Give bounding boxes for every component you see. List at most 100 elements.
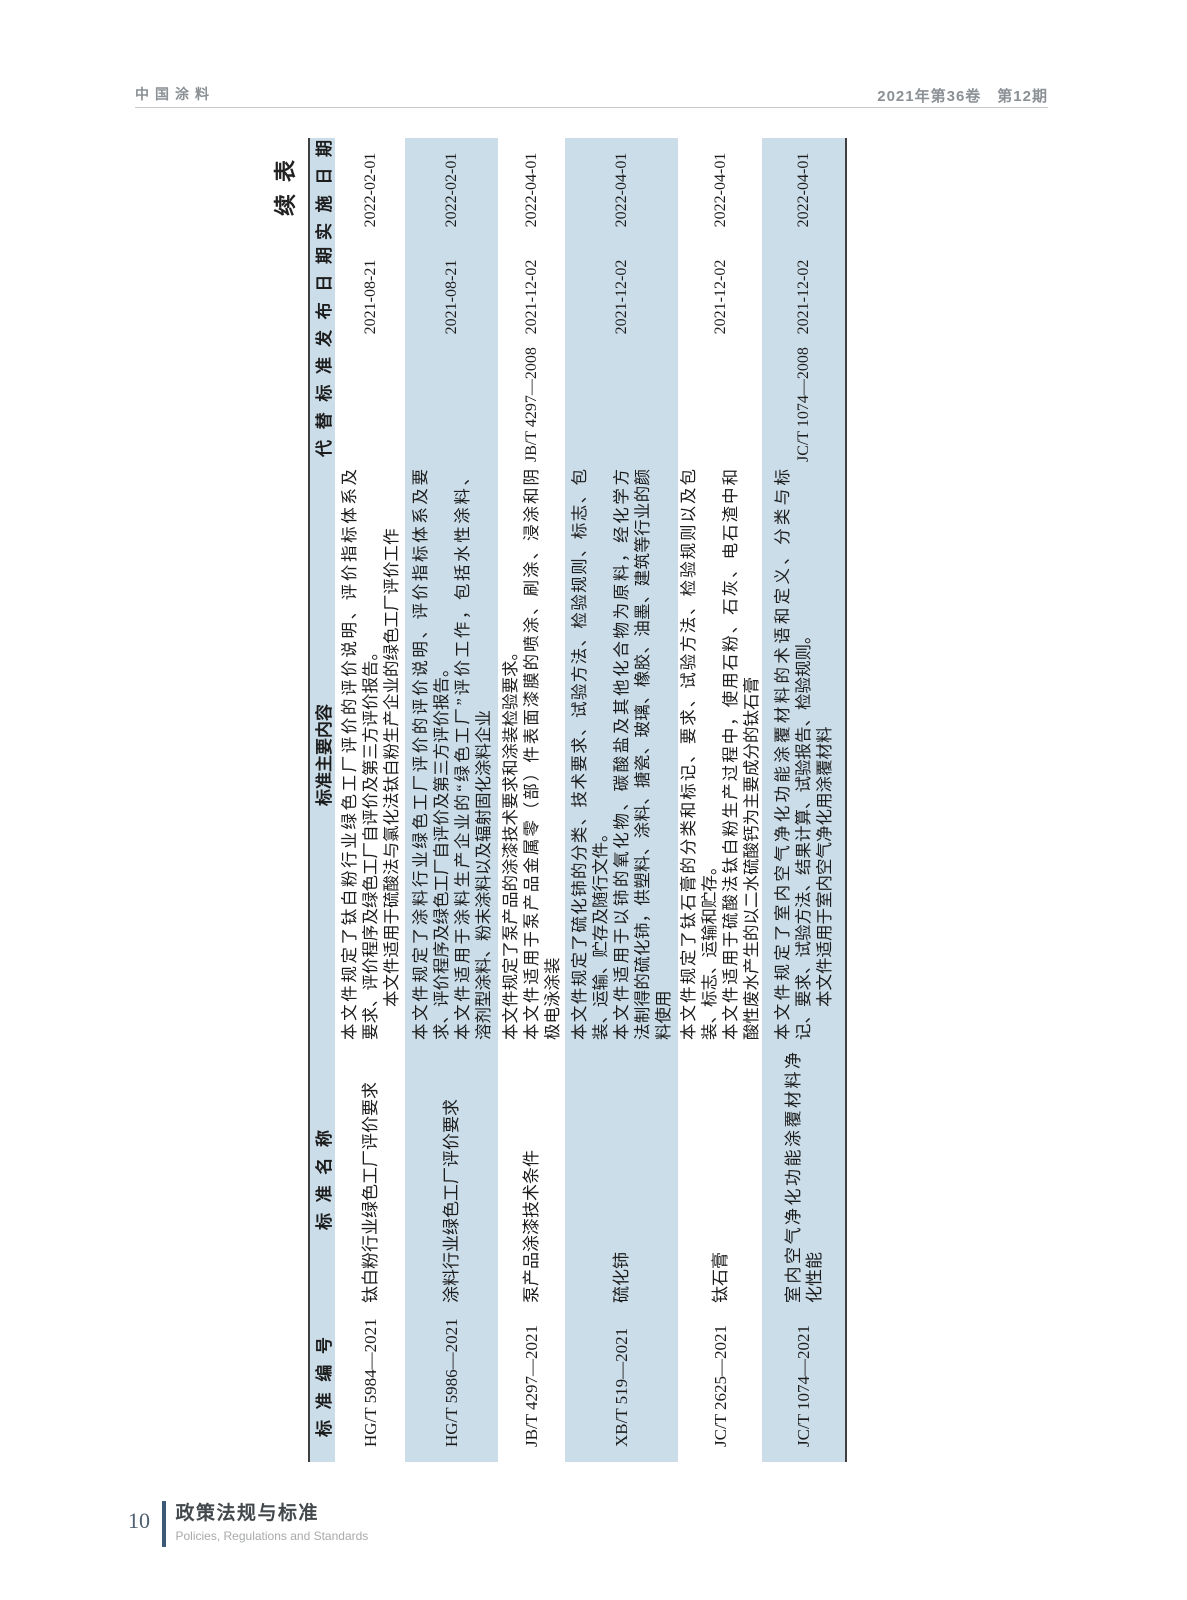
text-line: 2021-08-21 (443, 259, 460, 335)
table-continued-label: 续表 (273, 148, 298, 217)
replaces-cell: JB/T 4297—2008 (498, 347, 565, 462)
name-cell: 室内空气净化功能涂覆材料净 化性能 (762, 1048, 846, 1312)
table-row: HG/T 5984—2021 钛白粉行业绿色工厂评价要求 本文件规定了钛白粉行业绿色… (335, 138, 405, 1462)
issued-cell: 2021-08-21 (335, 242, 405, 352)
text-line: 2022-02-01 (443, 152, 460, 228)
content-cell: 本文件规定了涂料行业绿色工厂评价的评价说明、评价指标体系及要 求、评价程序及绿色工… (405, 462, 498, 1048)
text-line: 极电泳涂装 (543, 957, 562, 1041)
text-line: 2021-08-21 (361, 259, 379, 335)
text-line: 2021-12-02 (523, 259, 540, 335)
column-header: 代替标准 (315, 357, 334, 457)
issue-info: 2021年第36卷 第12期 (877, 88, 1048, 105)
table-row: XB/T 519—2021 硫化铈 本文件规定了硫化铈的分类、技术要求、试验方法、检… (565, 138, 678, 1462)
standards-table: 标准编号 标准名称 标准主要内容 代替标准 发布日期 实施日期 HG/T 5984—202… (308, 138, 847, 1462)
text-line: 装、标志、运输和贮存。 (700, 858, 719, 1041)
name-cell: 硫化铈 (565, 1048, 678, 1312)
text-line: HG/T 5986—2021 (442, 1318, 461, 1447)
text-line: JC/T 2625—2021 (710, 1324, 730, 1447)
text-line: 法制得的硫化铈，供塑料、涂料、搪瓷、玻璃、橡胶、油墨、建筑等行业的颜 (633, 469, 652, 1040)
issued-cell: 2021-12-02 (762, 242, 846, 352)
text-line: 涂料行业绿色工厂评价要求 (442, 1099, 461, 1303)
text-line: 装、运输、贮存及随行文件。 (591, 825, 610, 1041)
section-title-en: Policies, Regulations and Standards (175, 1529, 369, 1543)
column-header: 标准编号 (315, 1337, 334, 1437)
page-number: 10 (128, 1508, 150, 1533)
text-line: 泵产品涂漆技术条件 (522, 1150, 541, 1303)
text-line: 本文件规定了涂料行业绿色工厂评价的评价说明、评价指标体系及要 (410, 469, 430, 1040)
issued-cell: 2021-12-02 (498, 242, 565, 352)
name-cell: 泵产品涂漆技术条件 (498, 1048, 565, 1312)
text-line: 2021-12-02 (711, 259, 729, 335)
text-line: 本文件适用于以铈的氧化物、碳酸盐及其他化合物为原料，经化学方 (612, 469, 631, 1040)
section-title-block: 政策法规与标准 Policies, Regulations and Standa… (176, 1498, 369, 1543)
table-row: JC/T 2625—2021 钛石膏 本文件规定了钛石膏的分类和标记、要求、试验方法… (678, 138, 762, 1462)
text-line: JB/T 4297—2008 (523, 347, 540, 462)
page-footer: 10 政策法规与标准 Policies, Regulations and Sta… (128, 1498, 368, 1547)
number-cell: JC/T 2625—2021 (678, 1312, 762, 1462)
name-cell: 钛石膏 (678, 1048, 762, 1312)
text-line: JC/T 1074—2021 (794, 1324, 813, 1447)
effective-cell: 2022-02-01 (335, 138, 405, 242)
name-cell: 涂料行业绿色工厂评价要求 (405, 1048, 498, 1312)
text-line: 室内空气净化功能涂覆材料净 (783, 1052, 803, 1303)
text-line: HG/T 5984—2021 (360, 1318, 380, 1447)
content-cell: 本文件规定了钛石膏的分类和标记、要求、试验方法、检验规则以及包 装、标志、运输和贮… (678, 462, 762, 1048)
number-cell: JB/T 4297—2021 (498, 1312, 565, 1462)
replaces-cell (405, 352, 498, 462)
text-line: 本文件适用于室内空气净化用涂覆材料 (815, 726, 834, 1040)
text-line: 本文件适用于泵产品金属零（部）件表面漆膜的喷涂、刷涂、浸涂和阴 (522, 469, 541, 1040)
content-cell: 本文件规定了泵产品的涂漆技术要求和涂装检验要求。 本文件适用于泵产品金属零（部）件… (498, 462, 565, 1048)
replaces-cell (335, 352, 405, 462)
text-line: 2022-02-01 (361, 152, 379, 228)
table-body: HG/T 5984—2021 钛白粉行业绿色工厂评价要求 本文件规定了钛白粉行业绿色… (335, 138, 846, 1462)
text-line: 2022-04-01 (613, 152, 630, 228)
column-header: 标准主要内容 (315, 704, 334, 806)
number-cell: HG/T 5986—2021 (405, 1312, 498, 1462)
text-line: 钛白粉行业绿色工厂评价要求 (360, 1082, 380, 1303)
number-cell: XB/T 519—2021 (565, 1312, 678, 1462)
text-line: 求、评价程序及绿色工厂自评价及第三方评价报告。 (431, 660, 451, 1041)
text-line: 本文件规定了硫化铈的分类、技术要求、试验方法、检验规则、标志、包 (570, 469, 589, 1040)
replaces-cell (678, 352, 762, 462)
effective-cell: 2022-04-01 (762, 138, 846, 242)
text-line: JB/T 4297—2021 (522, 1324, 541, 1447)
text-line: 溶剂型涂料、粉末涂料以及辐射固化涂料企业 (473, 710, 493, 1040)
text-line: 2022-04-01 (795, 152, 812, 228)
text-line: 2022-04-01 (711, 152, 729, 228)
header-rule (135, 107, 1048, 108)
table-row: JB/T 4297—2021 泵产品涂漆技术条件 本文件规定了泵产品的涂漆技术要求和… (498, 138, 565, 1462)
text-line: 酸性废水产生的以二水硫酸钙为主要成分的钛石膏 (742, 677, 761, 1040)
text-line: 本文件规定了泵产品的涂漆技术要求和涂装检验要求。 (501, 644, 520, 1040)
column-header: 标准名称 (315, 1130, 334, 1230)
journal-name: 中国涂料 (135, 86, 215, 102)
text-line: 本文件规定了钛白粉行业绿色工厂评价的评价说明、评价指标体系及 (339, 469, 359, 1040)
table-row: HG/T 5986—2021 涂料行业绿色工厂评价要求 本文件规定了涂料行业绿色工厂… (405, 138, 498, 1462)
issued-cell: 2021-12-02 (565, 242, 678, 352)
text-line: 本文件适用于硫酸法钛白粉生产过程中，使用石粉、石灰、电石渣中和 (721, 469, 740, 1040)
effective-cell: 2022-04-01 (678, 138, 762, 242)
number-cell: HG/T 5984—2021 (335, 1312, 405, 1462)
text-line: 料使用 (654, 990, 673, 1041)
table-row: JC/T 1074—2021 室内空气净化功能涂覆材料净 化性能 本文件规定了室内空气… (762, 138, 846, 1462)
text-line: 本文件规定了室内空气净化功能涂覆材料的术语和定义、分类与标 (773, 469, 792, 1040)
issued-cell: 2021-08-21 (405, 242, 498, 352)
text-line: 记、要求、试验方法、结果计算、试验报告、检验规则。 (794, 627, 813, 1041)
content-cell: 本文件规定了硫化铈的分类、技术要求、试验方法、检验规则、标志、包 装、运输、贮存及… (565, 462, 678, 1048)
effective-cell: 2022-02-01 (405, 138, 498, 242)
text-line: 本文件适用于硫酸法与氯化法钛白粉生产企业的绿色工厂评价工作 (381, 528, 401, 1040)
text-line: 本文件规定了钛石膏的分类和标记、要求、试验方法、检验规则以及包 (679, 469, 698, 1040)
text-line: 钛石膏 (710, 1252, 730, 1303)
text-line: 要求、评价程序及绿色工厂自评价及第三方评价报告。 (360, 644, 380, 1040)
column-header: 发布日期 (315, 247, 334, 347)
effective-cell: 2022-04-01 (498, 138, 565, 242)
number-cell: JC/T 1074—2021 (762, 1312, 846, 1462)
column-header: 实施日期 (315, 140, 334, 240)
section-title-cn: 政策法规与标准 (175, 1503, 320, 1524)
text-line: 2021-12-02 (613, 259, 630, 335)
effective-cell: 2022-04-01 (565, 138, 678, 242)
text-line: 2022-04-01 (523, 152, 540, 228)
content-cell: 本文件规定了室内空气净化功能涂覆材料的术语和定义、分类与标 记、要求、试验方法、结… (762, 462, 846, 1048)
text-line: XB/T 519—2021 (612, 1327, 631, 1447)
table-header-row: 标准编号 标准名称 标准主要内容 代替标准 发布日期 实施日期 (309, 138, 335, 1462)
